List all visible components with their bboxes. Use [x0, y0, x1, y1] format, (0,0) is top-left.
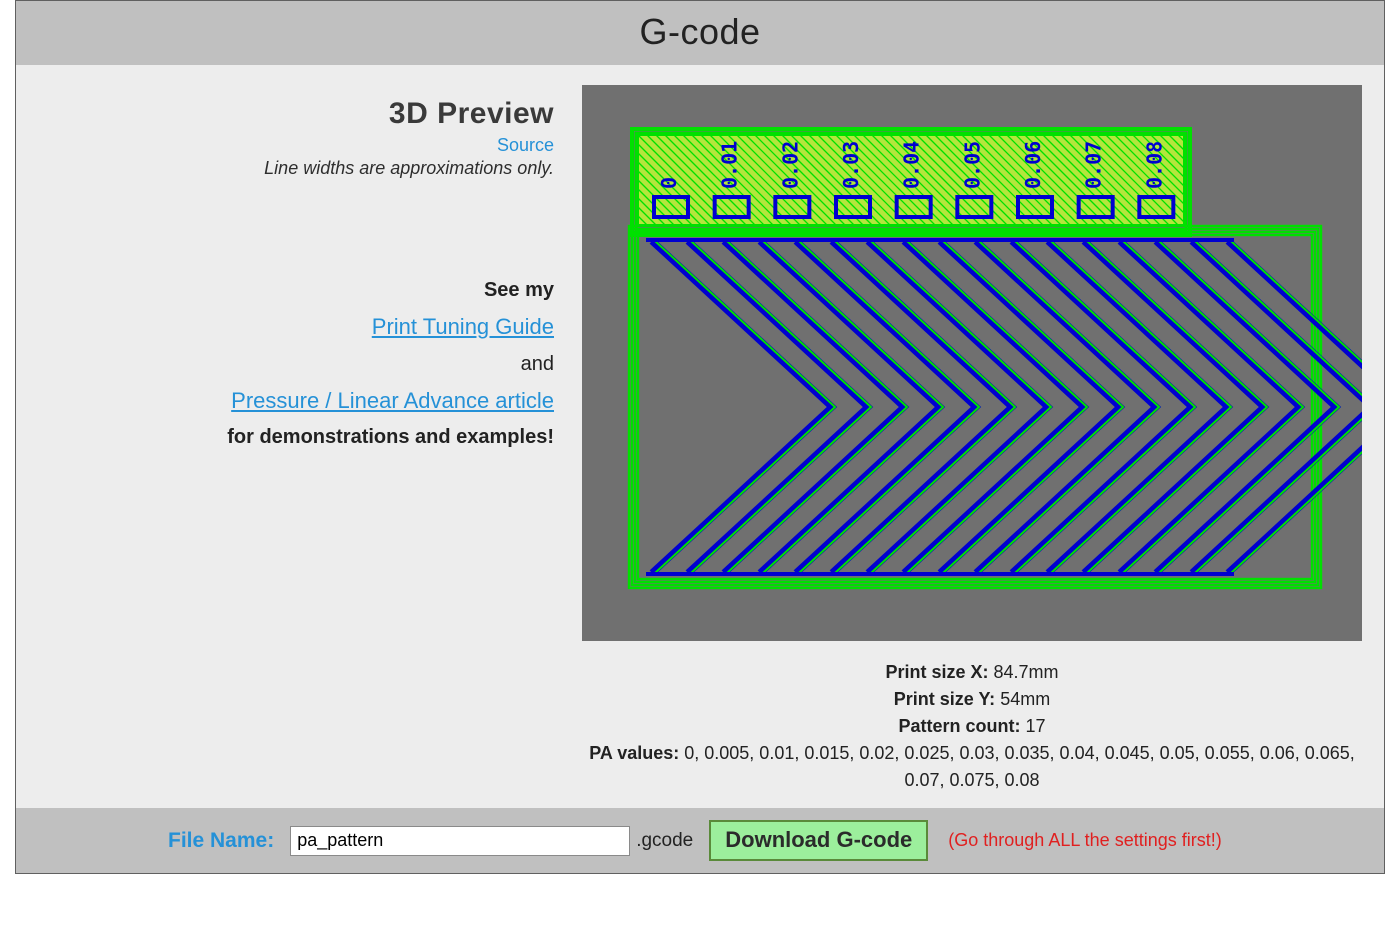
- svg-text:0.06: 0.06: [1021, 141, 1045, 189]
- preview-heading: 3D Preview: [38, 97, 554, 131]
- panel-header: G-code: [16, 1, 1384, 65]
- gcode-panel: G-code 3D Preview Source Line widths are…: [15, 0, 1385, 874]
- print-y-value: 54mm: [1000, 689, 1050, 709]
- guide-block: See my Print Tuning Guide and Pressure /…: [38, 273, 554, 455]
- settings-warning: (Go through ALL the settings first!): [948, 830, 1221, 851]
- file-name-input[interactable]: [290, 826, 630, 856]
- svg-text:0.07: 0.07: [1082, 141, 1106, 189]
- svg-text:0.03: 0.03: [839, 141, 863, 189]
- file-name-label: File Name:: [168, 829, 274, 853]
- file-extension: .gcode: [636, 830, 693, 852]
- pattern-count-label: Pattern count:: [898, 716, 1020, 736]
- print-stats: Print size X: 84.7mm Print size Y: 54mm …: [582, 659, 1362, 794]
- svg-text:0.05: 0.05: [960, 141, 984, 189]
- preview-svg: 0 0.01 0.02 0.03 0.04 0.05 0.06 0.07 0.08: [582, 85, 1362, 641]
- tuning-guide-link[interactable]: Print Tuning Guide: [372, 314, 554, 339]
- see-my-text: See my: [38, 273, 554, 308]
- download-button[interactable]: Download G-code: [709, 820, 928, 861]
- right-column: 0 0.01 0.02 0.03 0.04 0.05 0.06 0.07 0.08 Print …: [582, 85, 1362, 794]
- source-link[interactable]: Source: [497, 135, 554, 155]
- svg-text:0.02: 0.02: [778, 141, 802, 189]
- panel-title: G-code: [16, 11, 1384, 53]
- preview-canvas[interactable]: 0 0.01 0.02 0.03 0.04 0.05 0.06 0.07 0.08: [582, 85, 1362, 641]
- pa-article-link[interactable]: Pressure / Linear Advance article: [231, 388, 554, 413]
- svg-text:0: 0: [657, 177, 681, 189]
- print-x-value: 84.7mm: [994, 662, 1059, 682]
- svg-text:0.08: 0.08: [1142, 141, 1166, 189]
- panel-footer: File Name: .gcode Download G-code (Go th…: [16, 808, 1384, 873]
- pattern-count-value: 17: [1026, 716, 1046, 736]
- left-column: 3D Preview Source Line widths are approx…: [38, 85, 558, 794]
- print-y-label: Print size Y:: [894, 689, 995, 709]
- panel-body: 3D Preview Source Line widths are approx…: [16, 65, 1384, 808]
- pa-values-label: PA values:: [589, 743, 679, 763]
- for-demos-text: for demonstrations and examples!: [38, 420, 554, 455]
- svg-text:0.01: 0.01: [718, 141, 742, 189]
- approx-note: Line widths are approximations only.: [38, 158, 554, 179]
- svg-text:0.04: 0.04: [900, 141, 924, 189]
- and-text: and: [38, 347, 554, 382]
- print-x-label: Print size X:: [885, 662, 988, 682]
- pa-values-value: 0, 0.005, 0.01, 0.015, 0.02, 0.025, 0.03…: [684, 743, 1355, 790]
